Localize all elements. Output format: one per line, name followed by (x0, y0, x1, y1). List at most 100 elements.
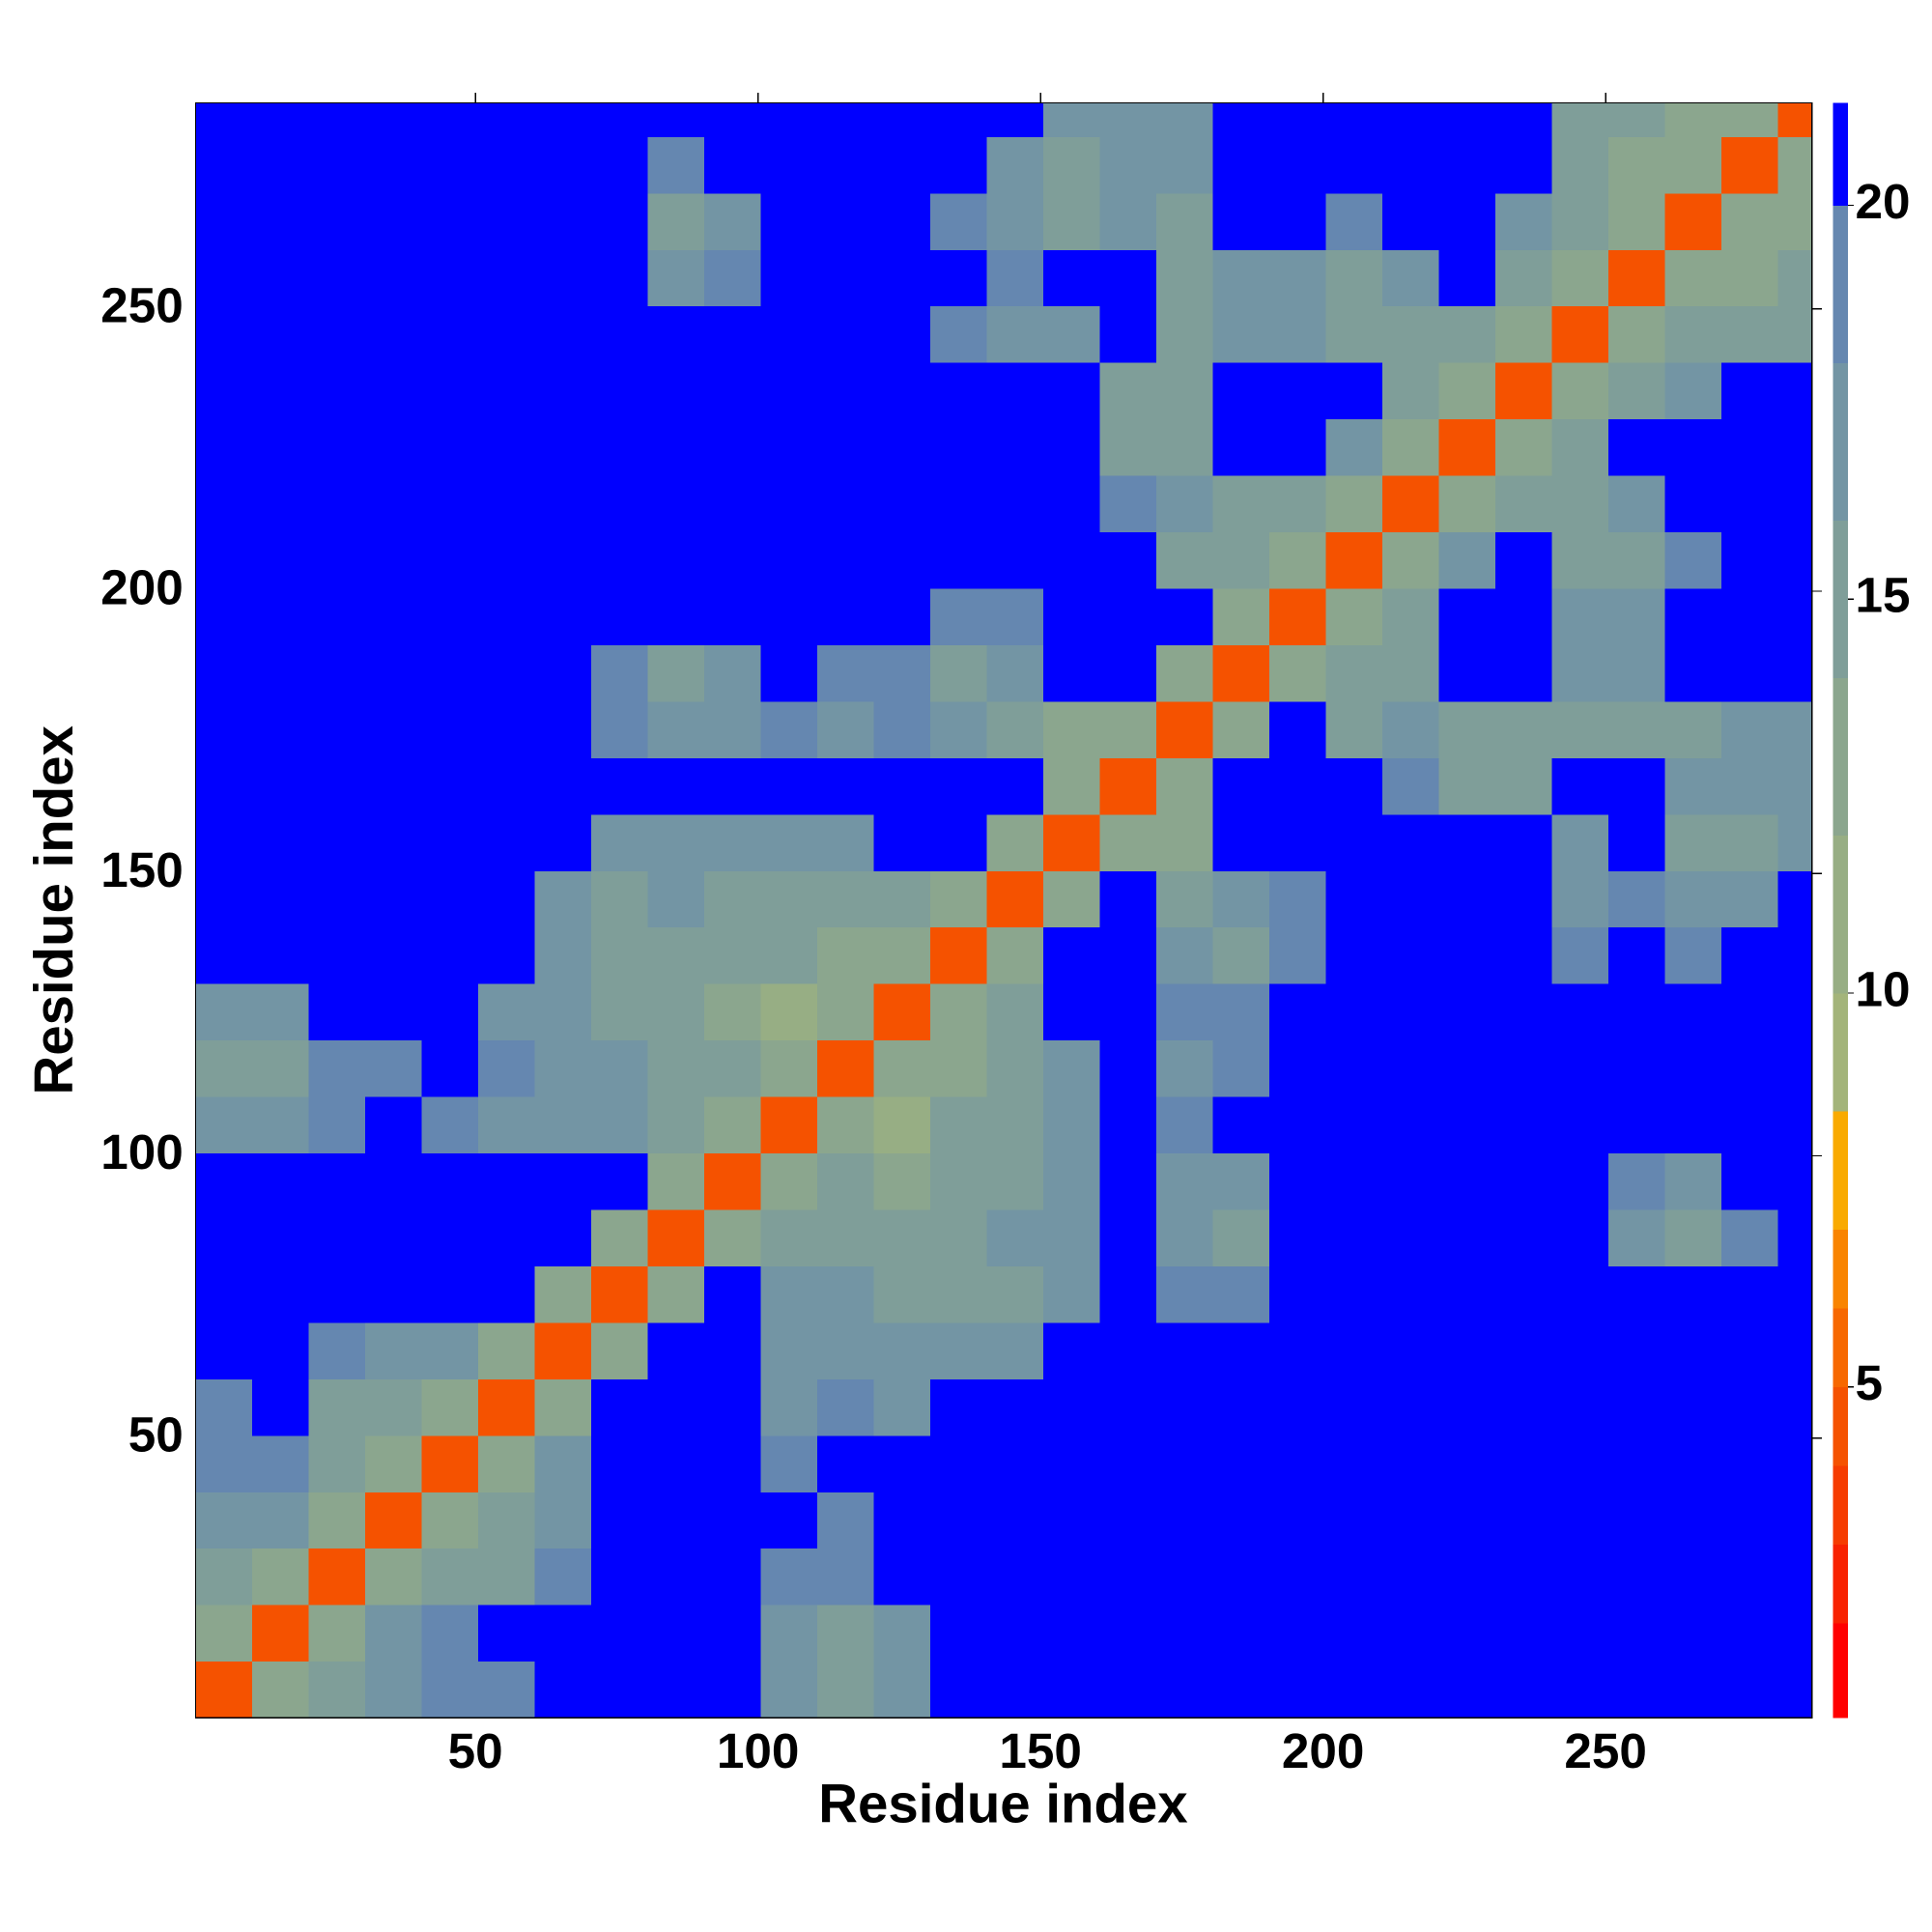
heatmap-cell (478, 475, 535, 533)
heatmap-cell (817, 1661, 874, 1719)
heatmap-cell (365, 531, 422, 589)
heatmap-cell (1325, 305, 1383, 363)
heatmap-cell (873, 1492, 931, 1549)
heatmap-cell (1495, 870, 1552, 928)
heatmap-cell (1608, 418, 1665, 476)
heatmap-cell (760, 531, 818, 589)
heatmap-cell (252, 870, 309, 928)
heatmap-cell (647, 192, 705, 250)
heatmap-cell (308, 1322, 366, 1379)
heatmap-cell (1156, 136, 1213, 194)
heatmap-cell (1099, 102, 1157, 137)
heatmap-cell (1156, 1039, 1213, 1097)
heatmap-cell (1438, 1265, 1496, 1323)
heatmap-cell (1721, 1096, 1778, 1154)
heatmap-cell (930, 926, 987, 984)
heatmap-cell (252, 1492, 309, 1549)
heatmap-cell (591, 1265, 648, 1323)
heatmap-cell (817, 136, 874, 194)
heatmap-cell (195, 1492, 253, 1549)
heatmap-cell (873, 1605, 931, 1662)
heatmap-cell (1382, 757, 1439, 815)
heatmap-cell (1777, 531, 1813, 589)
heatmap-cell (1551, 418, 1609, 476)
heatmap-cell (591, 588, 648, 645)
heatmap-cell (647, 1265, 705, 1323)
heatmap-cell (252, 362, 309, 420)
heatmap-cell (421, 1492, 479, 1549)
heatmap-cell (1212, 362, 1270, 420)
heatmap-cell (1099, 1435, 1157, 1492)
heatmap-cell (195, 1322, 253, 1379)
heatmap-cell (421, 136, 479, 194)
heatmap-cell (1438, 1322, 1496, 1379)
heatmap-cell (1212, 870, 1270, 928)
heatmap-cell (195, 1265, 253, 1323)
heatmap-cell (647, 1096, 705, 1154)
heatmap-cell (195, 102, 253, 137)
heatmap-cell (591, 1378, 648, 1436)
heatmap-cell (591, 475, 648, 533)
heatmap-cell (647, 1661, 705, 1719)
heatmap-cell (647, 249, 705, 307)
heatmap-cell (1212, 701, 1270, 758)
heatmap-cell (365, 926, 422, 984)
heatmap-cell (534, 362, 592, 420)
heatmap-cell (1664, 813, 1722, 871)
colorbar-segment (1833, 1386, 1848, 1466)
heatmap-cell (421, 418, 479, 476)
heatmap-cell (1156, 1605, 1213, 1662)
heatmap-cell (1495, 531, 1552, 589)
heatmap-cell (1325, 1378, 1383, 1436)
heatmap-cell (1664, 757, 1722, 815)
heatmap-cell (365, 1492, 422, 1549)
heatmap (195, 102, 1813, 1719)
heatmap-cell (1721, 192, 1778, 250)
heatmap-cell (873, 1152, 931, 1210)
heatmap-cell (1721, 701, 1778, 758)
heatmap-cell (252, 588, 309, 645)
heatmap-cell (986, 1096, 1044, 1154)
heatmap-cell (365, 102, 422, 137)
heatmap-cell (1721, 757, 1778, 815)
heatmap-cell (421, 1265, 479, 1323)
heatmap-cell (1495, 588, 1552, 645)
heatmap-cell (1043, 531, 1100, 589)
heatmap-cell (1212, 983, 1270, 1041)
heatmap-cell (1608, 588, 1665, 645)
heatmap-cell (1212, 136, 1270, 194)
heatmap-cell (1721, 418, 1778, 476)
heatmap-cell (534, 1548, 592, 1605)
heatmap-cell (1043, 701, 1100, 758)
heatmap-cell (873, 588, 931, 645)
heatmap-cell (647, 1605, 705, 1662)
heatmap-cell (1269, 192, 1326, 250)
heatmap-cell (1608, 1605, 1665, 1662)
heatmap-cell (930, 1435, 987, 1492)
heatmap-cell (1664, 249, 1722, 307)
heatmap-cell (930, 813, 987, 871)
heatmap-cell (308, 1209, 366, 1266)
heatmap-cell (1099, 192, 1157, 250)
heatmap-cell (478, 136, 535, 194)
heatmap-cell (1551, 1322, 1609, 1379)
heatmap-cell (1495, 701, 1552, 758)
heatmap-cell (817, 813, 874, 871)
heatmap-cell (1269, 1039, 1326, 1097)
heatmap-cell (421, 531, 479, 589)
heatmap-cell (1495, 1435, 1552, 1492)
heatmap-cell (1608, 362, 1665, 420)
heatmap-cell (873, 102, 931, 137)
heatmap-cell (1269, 249, 1326, 307)
heatmap-cell (1043, 1096, 1100, 1154)
heatmap-cell (1212, 305, 1270, 363)
heatmap-cell (986, 926, 1044, 984)
heatmap-cell (534, 644, 592, 702)
heatmap-cell (534, 813, 592, 871)
heatmap-cell (591, 1152, 648, 1210)
heatmap-cell (986, 1209, 1044, 1266)
heatmap-cell (1551, 983, 1609, 1041)
heatmap-cell (1382, 362, 1439, 420)
x-axis-title: Residue index (818, 1774, 1187, 1834)
heatmap-cell (1664, 1378, 1722, 1436)
